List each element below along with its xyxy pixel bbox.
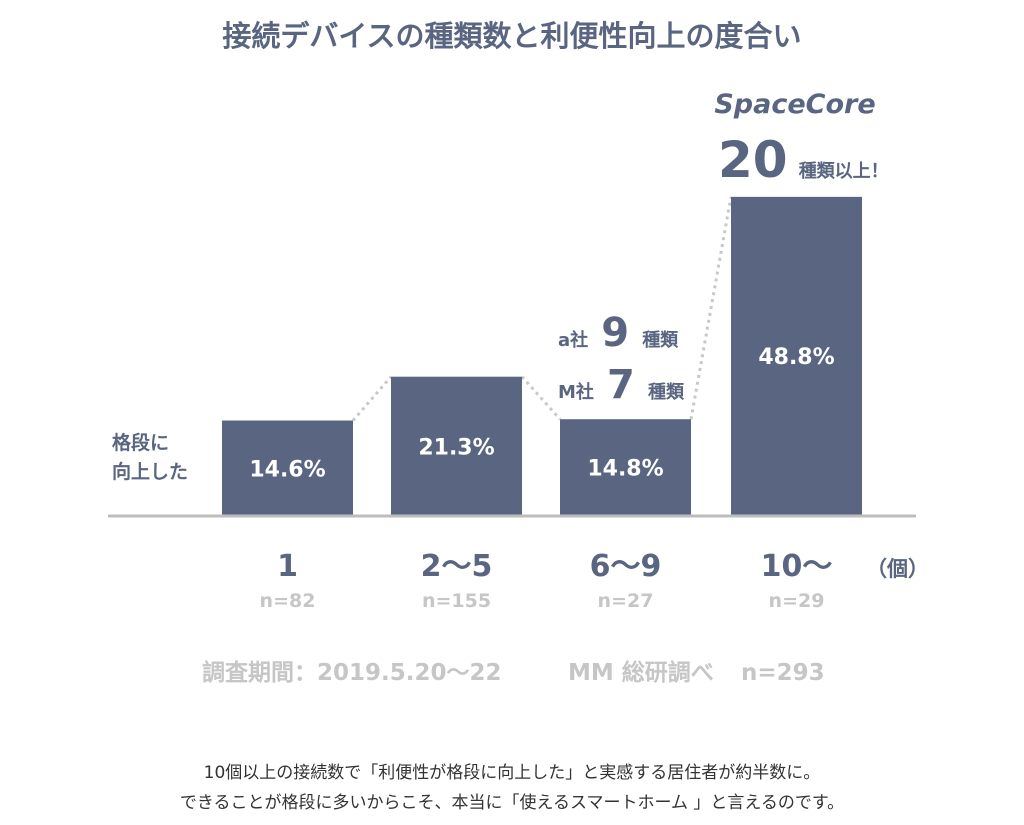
competitor-a-annotation: a社 9 種類 [558, 310, 679, 356]
caption-line-1: 10個以上の接続数で「利便性が格段に向上した」と実感する居住者が約半数に。 [204, 763, 821, 783]
value-labels: 14.6% 21.3% 14.8% 48.8% [249, 345, 834, 482]
sample-size-3: n=27 [598, 590, 654, 612]
chart-title: 接続デバイスの種類数と利便性向上の度合い [222, 19, 801, 53]
sample-size-1: n=82 [260, 590, 316, 612]
category-label-4: 10〜 [761, 549, 833, 584]
competitor-m-annotation: M社 7 種類 [558, 362, 685, 408]
bars [222, 196, 862, 516]
caption-line-2: できることが格段に多いからこそ、本当に「使えるスマートホーム 」と言えるのです。 [180, 792, 844, 813]
sample-size-2: n=155 [422, 590, 491, 612]
category-labels: 1 2〜5 6〜9 10〜 [277, 549, 832, 584]
survey-n: n=293 [741, 660, 825, 686]
value-label-1: 14.6% [249, 457, 325, 482]
category-label-2: 2〜5 [421, 549, 493, 584]
unit-label: （個） [866, 557, 929, 581]
value-label-4: 48.8% [758, 345, 834, 370]
bar-1 [222, 420, 353, 516]
survey-source: MM 総研調べ [568, 659, 714, 686]
value-label-2: 21.3% [418, 435, 494, 460]
value-label-3: 14.8% [587, 457, 663, 482]
ylabel-line-1: 格段に [112, 431, 169, 454]
bar-2 [391, 376, 522, 516]
bar-4 [731, 196, 862, 516]
spacecore-annotation: 20 種類以上！ [718, 131, 889, 189]
category-label-3: 6〜9 [590, 549, 662, 584]
category-label-1: 1 [277, 549, 298, 584]
connector-3 [689, 196, 733, 420]
ylabel-line-2: 向上した [112, 460, 188, 483]
spacecore-brand: SpaceCore [714, 89, 875, 120]
connector-2 [520, 375, 562, 421]
sample-size-labels: n=82 n=155 n=27 n=29 [260, 590, 825, 612]
sample-size-4: n=29 [769, 590, 825, 612]
bar-3 [560, 419, 691, 516]
survey-period: 調査期間：2019.5.20〜22 [202, 659, 502, 686]
connector-1 [351, 375, 393, 422]
connector-lines [351, 196, 733, 422]
